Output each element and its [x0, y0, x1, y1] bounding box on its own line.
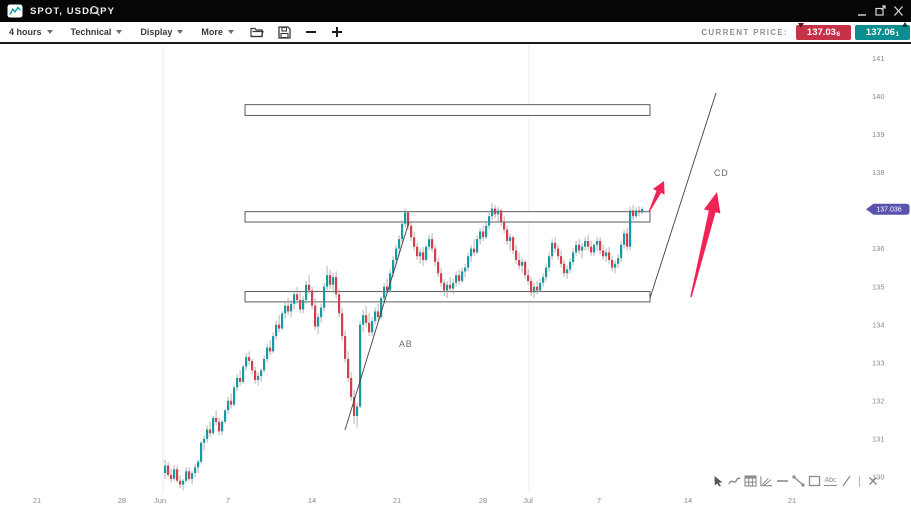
technical-menu[interactable]: Technical	[71, 27, 123, 37]
last-price-value: 137.036	[876, 207, 901, 214]
save-button[interactable]	[278, 25, 291, 39]
y-axis-tick: 130	[872, 473, 885, 482]
x-axis-tick: 14	[684, 496, 692, 505]
current-price-label: CURRENT PRICE:	[701, 27, 788, 37]
indicators-tool-icon[interactable]	[760, 474, 773, 489]
timeframe-label: 4 hours	[9, 27, 42, 37]
search-icon[interactable]	[89, 5, 101, 17]
slash-tool-icon[interactable]	[840, 474, 853, 489]
curve-tool-icon[interactable]	[728, 474, 741, 489]
x-axis-tick: 21	[788, 496, 796, 505]
toolbar-separator	[859, 475, 860, 487]
x-axis-tick: 28	[118, 496, 126, 505]
x-axis-tick: Jun	[154, 496, 166, 505]
y-axis-tick: 132	[872, 396, 885, 405]
technical-menu-label: Technical	[70, 27, 112, 37]
current-price-bar: CURRENT PRICE: 137.03 6 137.06 1	[701, 21, 911, 42]
x-axis-tick: 21	[393, 496, 401, 505]
y-axis-tick: 140	[872, 92, 885, 101]
chart-canvas[interactable]: AB CD 141 140 139 138 136 135 134 133 132 131 130 21 2…	[0, 44, 911, 513]
annotation-label-CD: CD	[714, 168, 729, 178]
y-axis-tick: 141	[872, 54, 885, 63]
y-axis-tick: 136	[872, 244, 885, 253]
bid-price-value: 137.03	[806, 26, 836, 38]
breakout-arrow[interactable]	[648, 181, 665, 213]
x-axis-tick: 7	[597, 496, 601, 505]
x-axis-tick: 14	[308, 496, 316, 505]
more-menu-label: More	[201, 27, 223, 37]
timeframe-dropdown[interactable]: 4 hours	[9, 27, 53, 37]
zoom-out-button[interactable]	[305, 26, 317, 38]
zone-resistance[interactable]	[244, 211, 651, 223]
zoom-in-button[interactable]	[331, 26, 343, 38]
y-axis-tick: 134	[872, 320, 885, 329]
display-menu-label: Display	[140, 27, 173, 37]
title-bar: SPOT, USD/JPY	[0, 0, 911, 22]
y-axis-tick: 133	[872, 358, 885, 367]
ask-price-badge: 137.06 1	[855, 21, 910, 40]
zone-upper-target[interactable]	[244, 104, 651, 116]
close-button[interactable]	[892, 5, 905, 17]
ask-price-value: 137.06	[865, 26, 895, 38]
pointer-tool-icon[interactable]	[712, 474, 725, 489]
x-axis-tick: 21	[33, 496, 41, 505]
minimize-button[interactable]	[856, 5, 869, 17]
bid-direction-icon	[798, 22, 804, 28]
projection-arrow[interactable]	[690, 192, 721, 298]
text-tool-label: Abc	[824, 476, 837, 486]
x-axis-tick: 7	[226, 496, 230, 505]
bid-price-badge: 137.03 6	[796, 22, 851, 40]
ask-direction-icon	[902, 21, 908, 27]
text-tool-icon[interactable]: Abc	[824, 474, 837, 489]
candlestick-chart[interactable]: AB CD 141 140 139 138 136 135 134 133 132 131 130 21 2…	[0, 44, 911, 513]
window-title: SPOT, USD/JPY	[30, 6, 116, 17]
last-price-badge	[866, 203, 910, 215]
horizontal-line-tool-icon[interactable]	[776, 474, 789, 489]
app-logo-icon	[7, 4, 23, 18]
y-axis-tick: 131	[872, 435, 885, 444]
rectangle-tool-icon[interactable]	[808, 474, 821, 489]
y-axis-tick: 139	[872, 130, 885, 139]
chevron-down-icon	[227, 30, 234, 34]
open-folder-button[interactable]	[250, 26, 264, 38]
display-menu[interactable]: Display	[140, 27, 184, 37]
remove-drawings-icon[interactable]	[866, 474, 879, 489]
chart-toolbar: 4 hours Technical Display More	[0, 21, 911, 44]
restore-window-button[interactable]	[874, 5, 887, 17]
chevron-down-icon	[116, 30, 123, 34]
chevron-down-icon	[46, 30, 53, 34]
trend-line-tool-icon[interactable]	[792, 474, 805, 489]
candle-bodies	[164, 208, 644, 485]
x-axis-tick: 28	[479, 496, 487, 505]
table-tool-icon[interactable]	[744, 474, 757, 489]
trendline-CD-projection[interactable]	[649, 92, 717, 299]
y-axis-tick: 138	[872, 168, 885, 177]
chevron-down-icon	[177, 30, 184, 34]
trendline-AB-impulse[interactable]	[344, 221, 410, 431]
drawing-toolbar: Abc	[712, 472, 879, 490]
more-menu[interactable]: More	[201, 27, 234, 37]
ask-price-pip: 1	[895, 31, 900, 38]
annotation-label-AB: AB	[399, 339, 413, 349]
y-axis-tick: 135	[872, 282, 885, 291]
x-axis-tick: Jul	[523, 496, 533, 505]
bid-price-pip: 6	[836, 31, 841, 38]
